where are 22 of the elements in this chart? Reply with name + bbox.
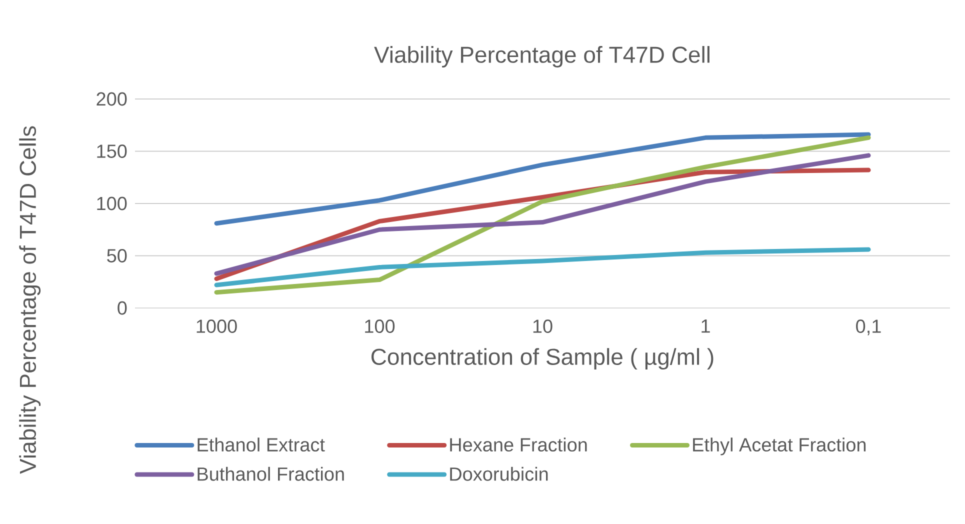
legend-label: Hexane Fraction xyxy=(450,438,587,452)
legend-label: Ethyl Acetat Fraction xyxy=(693,438,866,456)
legend-label: Ethanol Extract xyxy=(198,438,325,452)
legend-label: Buthanol Fraction xyxy=(198,466,344,481)
x-tick-label: 0,1 xyxy=(856,320,881,336)
chart-title: Viability Percentage of T47D Cell xyxy=(374,46,710,68)
y-tick-label: 150 xyxy=(97,144,127,158)
line-series xyxy=(214,247,871,288)
y-axis-title: Viability Percentage of T47D Cells xyxy=(19,126,41,474)
y-tick-label: 0 xyxy=(118,301,127,315)
x-tick-label: 10 xyxy=(533,320,552,333)
x-tick-label: 100 xyxy=(365,320,395,333)
x-tick-label: 1000 xyxy=(196,320,237,333)
line-series xyxy=(214,135,871,295)
y-tick-label: 200 xyxy=(96,92,127,106)
line-series xyxy=(214,153,871,276)
x-tick-label: 1 xyxy=(702,320,710,333)
line-series xyxy=(214,132,871,226)
legend-label: Doxorubicin xyxy=(450,466,548,481)
x-axis-title: Concentration of Sample ( µg/ml ) xyxy=(371,348,714,370)
y-tick-label: 100 xyxy=(97,196,127,210)
y-tick-label: 50 xyxy=(107,249,127,262)
